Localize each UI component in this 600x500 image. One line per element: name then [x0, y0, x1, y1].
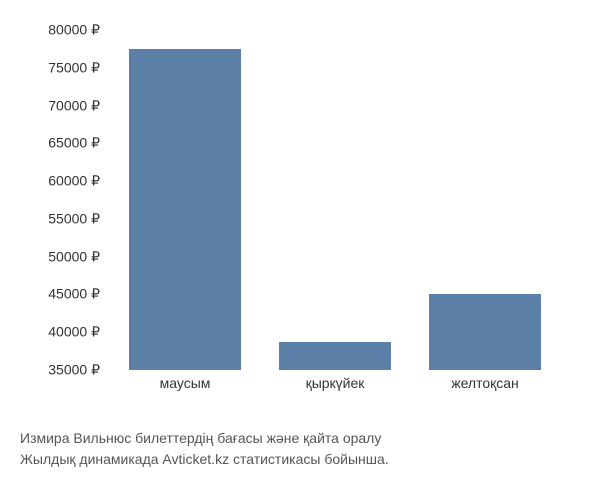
chart-container: 35000 ₽ 40000 ₽ 45000 ₽ 50000 ₽ 55000 ₽ 60000…: [20, 20, 580, 440]
y-axis: 35000 ₽40000 ₽45000 ₽50000 ₽55000 ₽60000…: [20, 30, 105, 370]
y-tick-label: 55000 ₽: [48, 210, 100, 227]
caption-line-1: Измира Вильнюс билеттердің бағасы және қ…: [20, 428, 580, 449]
plot-area: [110, 30, 560, 370]
x-tick-label: қыркүйек: [306, 375, 365, 391]
bar: [279, 342, 392, 370]
x-tick-label: маусым: [160, 375, 211, 391]
bar: [429, 294, 542, 370]
caption: Измира Вильнюс билеттердің бағасы және қ…: [20, 428, 580, 470]
y-tick-label: 60000 ₽: [48, 173, 100, 190]
y-tick-label: 35000 ₽: [48, 362, 100, 379]
caption-line-2: Жылдық динамикада Avticket.kz статистика…: [20, 449, 580, 470]
bar: [129, 49, 242, 370]
y-tick-label: 50000 ₽: [48, 248, 100, 265]
x-tick-label: желтоқсан: [451, 375, 519, 391]
x-axis: маусым қыркүйек желтоқсан: [110, 375, 560, 405]
y-tick-label: 40000 ₽: [48, 324, 100, 341]
y-tick-label: 65000 ₽: [48, 135, 100, 152]
y-tick-label: 45000 ₽: [48, 286, 100, 303]
y-tick-label: 75000 ₽: [48, 59, 100, 76]
y-tick-label: 80000 ₽: [48, 22, 100, 39]
y-tick-label: 70000 ₽: [48, 97, 100, 114]
